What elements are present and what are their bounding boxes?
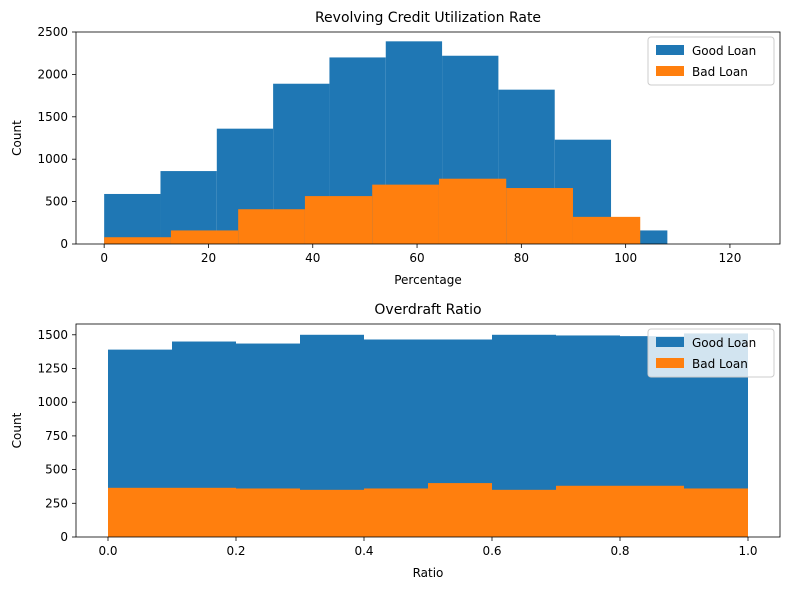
- x-tick-label: 0.0: [98, 544, 117, 558]
- y-tick-label: 2500: [37, 25, 68, 39]
- histogram-bar: [108, 487, 172, 537]
- legend-swatch: [656, 337, 684, 347]
- histogram-bar: [104, 193, 161, 244]
- chart-panel-1: 0 20 40 60 80 100 120 0 500 1000 1500 2000 2500 Revol…: [10, 10, 781, 287]
- histogram-bar: [684, 488, 748, 537]
- histogram-bar: [238, 209, 305, 244]
- chart-title: Revolving Credit Utilization Rate: [315, 10, 541, 26]
- y-tick-label: 500: [45, 195, 68, 209]
- x-tick-label: 0.4: [354, 544, 373, 558]
- y-tick-label: 1500: [37, 328, 68, 342]
- x-tick-label: 120: [718, 251, 741, 265]
- histogram-bar: [556, 485, 620, 537]
- y-tick-label: 1500: [37, 110, 68, 124]
- x-axis-label: Ratio: [413, 566, 444, 580]
- x-tick-label: 0.8: [610, 544, 629, 558]
- legend-swatch: [656, 45, 684, 55]
- histogram-bar: [372, 184, 439, 244]
- histogram-bar: [506, 188, 573, 244]
- x-tick-label: 1.0: [738, 544, 757, 558]
- y-tick-label: 250: [45, 496, 68, 510]
- x-tick-label: 0.2: [226, 544, 245, 558]
- histogram-bar: [620, 485, 684, 537]
- y-tick-label: 0: [60, 530, 68, 544]
- x-tick-label: 20: [201, 251, 216, 265]
- histogram-bar: [170, 230, 239, 244]
- histogram-bar: [172, 487, 236, 537]
- histogram-bar: [428, 483, 492, 537]
- legend-swatch: [656, 66, 684, 76]
- chart-panel-2: 0.0 0.2 0.4 0.6 0.8 1.0 0 250 500 750 1000 1250 1500…: [10, 302, 781, 580]
- histogram-bar: [236, 488, 300, 537]
- chart-title: Overdraft Ratio: [374, 302, 481, 318]
- series-bad-loan: [104, 178, 641, 244]
- legend: Good Loan Bad Loan: [647, 328, 775, 378]
- y-tick-label: 1000: [37, 152, 68, 166]
- y-tick-label: 1250: [37, 361, 68, 375]
- series-bad-loan: [108, 483, 748, 537]
- histogram-bar: [104, 237, 171, 244]
- legend-label: Bad Loan: [692, 357, 748, 371]
- x-tick-label: 60: [409, 251, 424, 265]
- histogram-bar: [438, 178, 507, 244]
- histogram-bar: [364, 488, 428, 537]
- y-tick-label: 0: [60, 237, 68, 251]
- y-tick-label: 2000: [37, 67, 68, 81]
- x-tick-label: 100: [614, 251, 637, 265]
- axes-frame: [75, 323, 781, 538]
- x-tick-label: 80: [514, 251, 529, 265]
- x-tick-label: 40: [305, 251, 320, 265]
- histogram-bar: [492, 489, 556, 537]
- x-tick-label: 0: [100, 251, 108, 265]
- histogram-bar: [572, 216, 641, 244]
- histogram-bar: [300, 489, 364, 537]
- legend-label: Good Loan: [692, 44, 756, 58]
- y-tick-label: 500: [45, 463, 68, 477]
- y-axis-label: Count: [10, 412, 24, 448]
- legend-label: Good Loan: [692, 336, 756, 350]
- histogram-bar: [304, 196, 373, 244]
- x-axis-label: Percentage: [394, 273, 462, 287]
- y-tick-label: 750: [45, 429, 68, 443]
- x-tick-label: 0.6: [482, 544, 501, 558]
- y-tick-label: 1000: [37, 395, 68, 409]
- y-axis-label: Count: [10, 120, 24, 156]
- axes-frame: [75, 31, 781, 245]
- legend-label: Bad Loan: [692, 65, 748, 79]
- legend-swatch: [656, 358, 684, 368]
- legend: Good Loan Bad Loan: [647, 36, 775, 86]
